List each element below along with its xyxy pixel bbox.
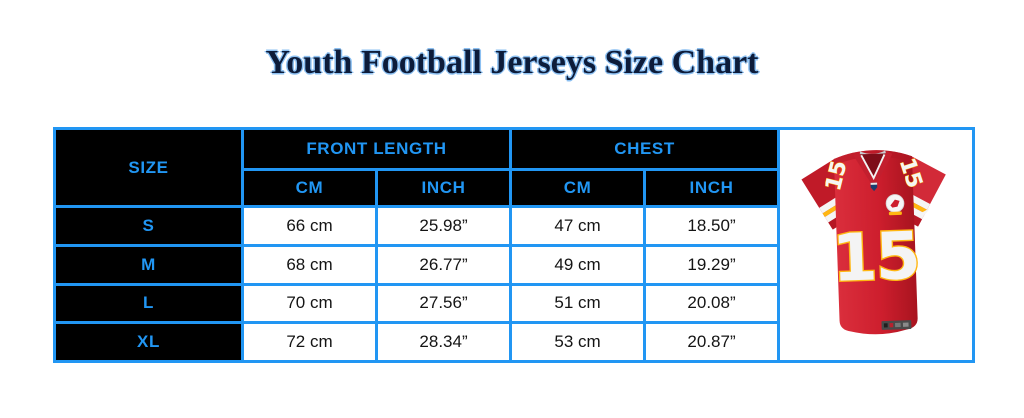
sub-header-row: CM INCH CM INCH [55, 167, 974, 209]
chest-group-header: CHEST [509, 127, 781, 171]
left-shoulder-number: 15 [821, 158, 852, 193]
front-length-cm-value: 68 cm [241, 244, 378, 286]
front-length-group-header: FRONT LENGTH [240, 127, 513, 171]
page-title: Youth Football Jerseys Size Chart [265, 44, 759, 81]
table-row-xl: XL 72 cm 28.34” 53 cm 20.87” [53, 321, 974, 363]
nfl-shield-icon [870, 182, 878, 192]
collar-band [853, 150, 893, 189]
size-label: S [53, 205, 244, 247]
size-column-header: SIZE [53, 126, 244, 209]
chest-inch-header: INCH [643, 167, 781, 209]
front-length-inch-header: INCH [374, 167, 513, 209]
jersey-illustration: 15 15 15 [801, 150, 946, 335]
front-length-cm-value: 72 cm [241, 321, 378, 363]
table-row-m: M 68 cm 26.77” 49 cm 19.29” [53, 244, 974, 286]
size-label: M [53, 244, 244, 286]
front-length-inch-value: 28.34” [374, 321, 513, 363]
chest-cm-value: 53 cm [509, 321, 647, 363]
chest-cm-value: 49 cm [509, 244, 647, 286]
size-label: XL [53, 321, 244, 363]
chest-cm-value: 51 cm [509, 282, 647, 325]
table-row-s: S 66 cm 25.98” 47 cm 18.50” [53, 205, 974, 247]
swoosh-icon [917, 207, 930, 217]
chest-inch-value: 20.08” [643, 282, 781, 325]
group-header-row: SIZE FRONT LENGTH CHEST [53, 126, 976, 363]
chest-number: 15 [831, 219, 920, 297]
size-label: L [53, 282, 244, 325]
collar-white-trim [860, 154, 886, 181]
chest-inch-value: 18.50” [643, 205, 781, 247]
chest-cm-header: CM [509, 167, 647, 209]
front-length-cm-value: 66 cm [241, 205, 378, 247]
size-chart-table: SIZE FRONT LENGTH CHEST [53, 126, 976, 363]
chest-inch-value: 19.29” [643, 244, 781, 286]
chest-cm-value: 47 cm [509, 205, 647, 247]
front-length-inch-value: 26.77” [374, 244, 513, 286]
table-row-l: L 70 cm 27.56” 51 cm 20.08” [53, 282, 974, 325]
shoulder-shading [833, 150, 913, 166]
front-length-inch-value: 25.98” [374, 205, 513, 247]
team-logo-patch [885, 194, 905, 216]
jersey-product-photo: 15 15 15 [777, 127, 976, 363]
jock-tag [881, 320, 912, 330]
front-length-cm-header: CM [241, 167, 378, 209]
front-length-cm-value: 70 cm [241, 282, 378, 325]
chest-inch-value: 20.87” [643, 321, 781, 363]
front-length-inch-value: 27.56” [374, 282, 513, 325]
